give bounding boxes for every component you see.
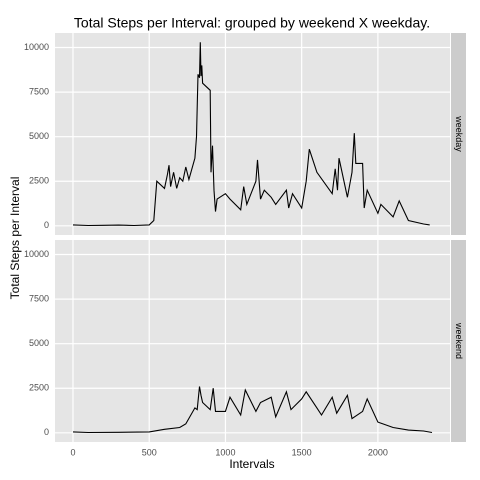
y-tick-label: 10000 — [24, 249, 49, 259]
y-axis-label: Total Steps per Interval — [8, 177, 22, 300]
panel-background — [55, 33, 450, 235]
x-tick-label: 500 — [142, 447, 157, 457]
y-tick-label: 5000 — [29, 338, 49, 348]
y-tick-label: 10000 — [24, 42, 49, 52]
facet-label: weekday — [454, 115, 464, 152]
series-line — [72, 42, 430, 227]
y-tick-label: 0 — [44, 427, 49, 437]
facet-label: weekend — [454, 322, 464, 359]
series-line — [72, 386, 433, 434]
y-tick-label: 2500 — [29, 383, 49, 393]
facet-strip — [451, 33, 466, 235]
y-tick-label: 0 — [44, 220, 49, 230]
y-tick-label: 7500 — [29, 86, 49, 96]
y-tick-label: 2500 — [29, 176, 49, 186]
x-tick-label: 2000 — [368, 447, 388, 457]
panel-background — [55, 240, 450, 442]
x-tick-label: 0 — [70, 447, 75, 457]
y-tick-label: 7500 — [29, 293, 49, 303]
y-tick-label: 5000 — [29, 131, 49, 141]
chart-title: Total Steps per Interval: grouped by wee… — [74, 15, 430, 31]
x-tick-label: 1000 — [215, 447, 235, 457]
facet-strip — [451, 240, 466, 442]
x-tick-label: 1500 — [292, 447, 312, 457]
x-axis-label: Intervals — [229, 457, 274, 471]
